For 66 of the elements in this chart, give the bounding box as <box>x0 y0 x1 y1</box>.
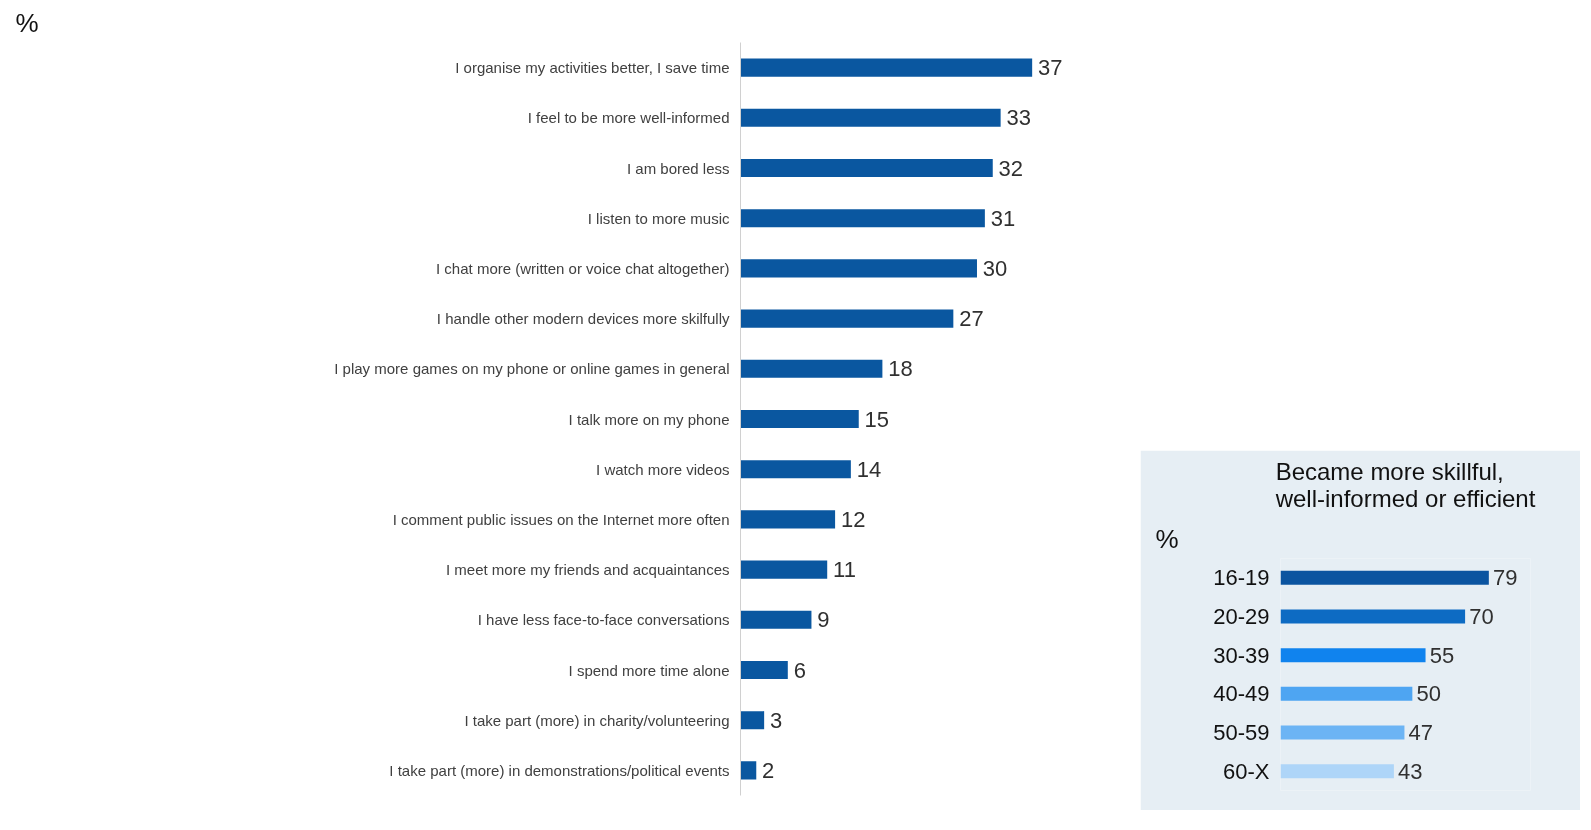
data-label: 18 <box>888 356 913 382</box>
data-label: 32 <box>998 155 1024 181</box>
bar <box>740 259 977 278</box>
data-label: 33 <box>1006 105 1031 131</box>
y-tick-label: I meet more my friends and acquaintances <box>446 561 730 579</box>
data-label: 14 <box>856 456 882 482</box>
y-tick-label: I talk more on my phone <box>568 410 730 428</box>
bar <box>1280 609 1466 624</box>
data-label: 79 <box>1493 565 1518 591</box>
data-label: 6 <box>793 657 806 683</box>
bar <box>1280 648 1426 663</box>
data-label: 11 <box>833 557 856 583</box>
bar <box>1280 764 1394 779</box>
y-tick-label: I organise my activities better, I save time <box>455 59 730 77</box>
y-tick-label: I take part (more) in demonstrations/political events <box>389 761 730 779</box>
bar <box>740 309 954 328</box>
bar <box>740 108 1001 127</box>
chart-title: Became more skillful, well-informed or efficient <box>1274 457 1536 512</box>
data-label: 2 <box>762 757 775 783</box>
y-tick-label: I handle other modern devices more skilfully <box>436 310 730 328</box>
data-label: 43 <box>1398 758 1423 784</box>
data-label: 15 <box>864 406 890 432</box>
text: % <box>15 7 39 38</box>
bar <box>740 209 985 228</box>
y-tick-label: I play more games on my phone or online games in general <box>334 360 730 378</box>
y-tick-label: I take part (more) in charity/volunteering <box>464 711 730 729</box>
y-tick-label: 16-19 <box>1213 565 1270 591</box>
y-tick-label: 40-49 <box>1213 681 1270 707</box>
y-tick-label: I listen to more music <box>587 209 730 227</box>
bar <box>740 58 1033 77</box>
y-tick-label: I watch more videos <box>596 460 730 478</box>
bar <box>740 158 993 178</box>
y-tick-label: 50-59 <box>1213 720 1270 745</box>
data-label: 12 <box>840 506 866 532</box>
data-label: 30 <box>982 255 1008 281</box>
data-label: 47 <box>1408 720 1434 745</box>
y-tick-label: 20-29 <box>1213 604 1270 629</box>
bar <box>1280 570 1489 585</box>
y-tick-label: I feel to be more well-informed <box>527 109 730 127</box>
y-tick-label: I spend more time alone <box>568 661 730 679</box>
data-label: 55 <box>1429 642 1455 668</box>
bar <box>740 460 851 479</box>
data-label: 27 <box>959 306 984 332</box>
y-tick-label: I comment public issues on the Internet more often <box>392 510 730 528</box>
bar <box>740 711 765 730</box>
data-label: 70 <box>1469 604 1494 629</box>
data-label: 3 <box>769 707 783 733</box>
y-tick-label: I have less face-to-face conversations <box>477 611 730 629</box>
bar <box>1280 686 1413 701</box>
y-tick-label: I chat more (written or voice chat altogether) <box>436 259 730 277</box>
data-label: 31 <box>990 205 1016 231</box>
y-tick-label: 30-39 <box>1213 642 1270 668</box>
bar <box>740 359 883 378</box>
data-label: 50 <box>1416 681 1442 707</box>
bar <box>740 761 757 780</box>
y-tick-label: 60-X <box>1223 758 1270 784</box>
y-tick-label: I am bored less <box>626 159 730 177</box>
bar <box>1280 725 1405 740</box>
data-label: 37 <box>1038 55 1063 81</box>
bar <box>740 409 859 429</box>
bar <box>740 660 788 680</box>
bar <box>740 560 828 579</box>
bar <box>740 510 836 529</box>
bar <box>740 610 812 629</box>
data-label: 9 <box>817 607 830 633</box>
text: % <box>1155 523 1179 554</box>
